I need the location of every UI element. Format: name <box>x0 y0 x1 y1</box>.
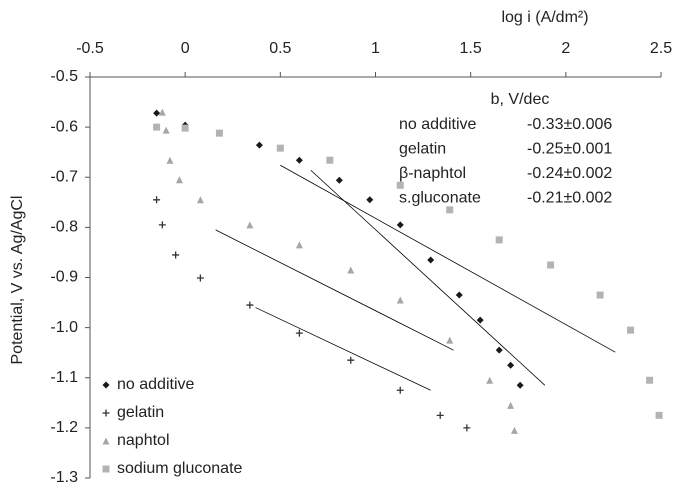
legend-label: naphtol <box>117 432 170 449</box>
x-tick-label: 1 <box>371 40 380 57</box>
point <box>396 221 404 229</box>
point <box>547 261 555 269</box>
annotation-cell: -0.25±0.001 <box>527 141 612 158</box>
fit-line <box>310 169 546 386</box>
point <box>153 109 161 117</box>
y-tick-label: -1.0 <box>50 319 78 336</box>
point <box>276 144 284 152</box>
point <box>495 346 503 354</box>
y-axis-title: Potential, V vs. Ag/AgCl <box>9 196 26 365</box>
point <box>436 411 444 419</box>
annotation-cell: β-naphtol <box>399 165 466 182</box>
y-tick-label: -0.8 <box>50 219 78 236</box>
point <box>172 251 180 259</box>
point <box>158 108 166 116</box>
point <box>158 221 166 229</box>
y-tick-label: -1.3 <box>50 469 78 486</box>
y-tick-label: -0.9 <box>50 269 78 286</box>
annotation-cell: -0.21±0.002 <box>527 190 612 207</box>
annotation-cell: s.gluconate <box>399 190 481 207</box>
point <box>181 124 189 132</box>
annotation-cell: -0.24±0.002 <box>527 165 612 182</box>
point <box>153 123 161 131</box>
point <box>396 181 404 189</box>
point <box>162 126 170 134</box>
point <box>446 336 454 344</box>
legend-marker <box>102 381 110 389</box>
x-tick-label: 0.5 <box>269 40 291 57</box>
point <box>516 381 524 389</box>
x-tick-label: -0.5 <box>76 40 104 57</box>
y-tick-label: -0.5 <box>50 68 78 85</box>
point <box>476 316 484 324</box>
legend-label: no additive <box>117 376 194 393</box>
point <box>486 376 494 384</box>
point <box>495 236 503 244</box>
annotation-cell: -0.33±0.006 <box>527 116 612 133</box>
point <box>215 129 223 137</box>
legend-marker <box>102 409 110 417</box>
x-tick-label: 0 <box>181 40 190 57</box>
point <box>335 176 343 184</box>
y-tick-label: -0.7 <box>50 168 78 185</box>
point <box>347 266 355 274</box>
annotation-cell: gelatin <box>399 141 446 158</box>
point <box>153 196 161 204</box>
point <box>396 386 404 394</box>
point <box>646 376 654 384</box>
point <box>655 411 663 419</box>
point <box>463 424 471 432</box>
y-tick-label: -1.2 <box>50 419 78 436</box>
legend-label: sodium gluconate <box>117 460 243 477</box>
y-tick-label: -0.6 <box>50 118 78 135</box>
x-tick-label: 2 <box>561 40 570 57</box>
point <box>596 291 604 299</box>
point <box>507 361 515 369</box>
point <box>427 256 435 264</box>
point <box>507 401 515 409</box>
legend-marker <box>102 465 110 473</box>
point <box>175 176 183 184</box>
point <box>196 196 204 204</box>
point <box>396 296 404 304</box>
point <box>255 141 263 149</box>
annotation-cell: no additive <box>399 116 476 133</box>
y-tick-label: -1.1 <box>50 369 78 386</box>
point <box>446 206 454 214</box>
fit-line <box>280 164 616 353</box>
x-tick-label: 1.5 <box>460 40 482 57</box>
point <box>246 301 254 309</box>
point <box>326 156 334 164</box>
legend-marker <box>102 437 110 445</box>
fit-line <box>255 307 431 391</box>
x-axis-title: log i (A/dm²) <box>501 9 588 26</box>
point <box>510 426 518 434</box>
point <box>295 329 303 337</box>
point <box>347 356 355 364</box>
point <box>246 221 254 229</box>
point <box>455 291 463 299</box>
fit-line <box>215 229 454 351</box>
point <box>166 156 174 164</box>
point <box>295 156 303 164</box>
point <box>295 241 303 249</box>
point <box>366 196 374 204</box>
point <box>196 274 204 282</box>
annotation-header: b, V/dec <box>491 91 550 108</box>
x-tick-label: 2.5 <box>650 40 672 57</box>
legend-label: gelatin <box>117 404 164 421</box>
point <box>627 326 635 334</box>
